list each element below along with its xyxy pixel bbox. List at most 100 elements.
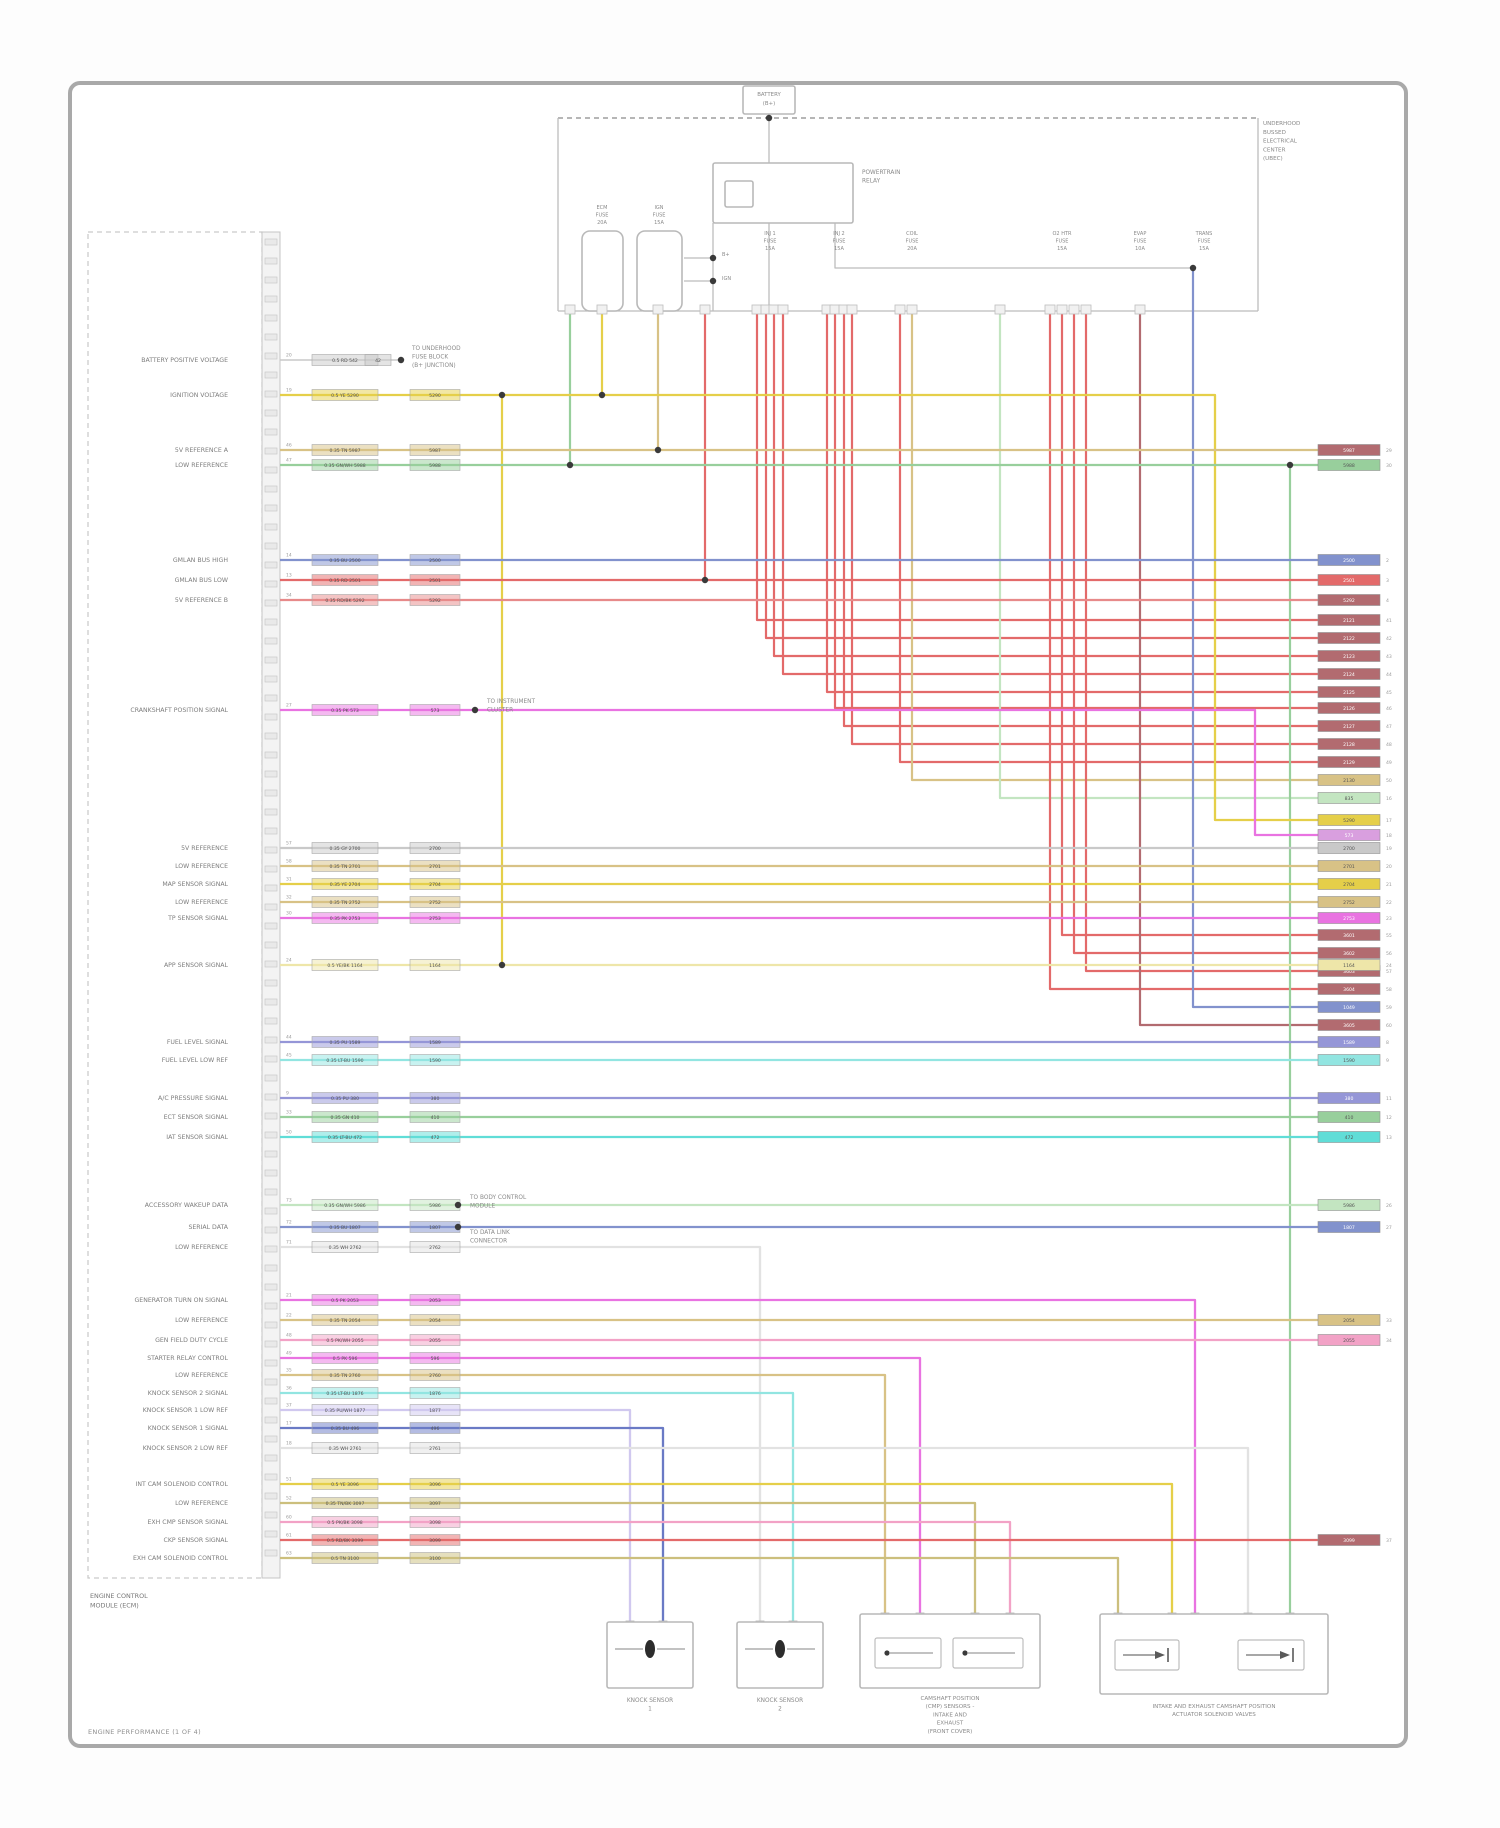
- fuse-inj2-label: 15A: [834, 246, 844, 252]
- fuse-o2-label: FUSE: [1056, 239, 1069, 245]
- wire-code-chip: [409, 1111, 461, 1123]
- wire-code-text: 472: [431, 1135, 440, 1141]
- circuit-label: ACCESSORY WAKEUP DATA: [145, 1202, 229, 1209]
- fuse-output-pin-stub: [906, 304, 918, 315]
- edge-termination-chip: [1317, 1036, 1381, 1048]
- wire-code-chip: [311, 1552, 379, 1564]
- splice-dot: [709, 277, 717, 285]
- splice-dot: [454, 1201, 462, 1209]
- wire-rd: [1072, 311, 1318, 955]
- wire-code-text: 0.35 TN 2054: [329, 1318, 360, 1324]
- ecm-pin-number: 20: [286, 353, 292, 359]
- edge-pin-number: 58: [1386, 987, 1392, 993]
- fuse-inj1-label: 15A: [765, 246, 775, 252]
- ecm-pin-stub: [264, 1321, 278, 1329]
- wire-code-chip: [409, 554, 461, 566]
- fuse-ecm-label: 20A: [597, 220, 607, 226]
- ecm-pin-stub: [264, 1017, 278, 1025]
- edge-chip-code: 5292: [1343, 598, 1355, 604]
- wire-code-chip: [311, 1334, 379, 1346]
- ecm-pin-stub: [264, 1397, 278, 1405]
- edge-pin-number: 12: [1386, 1115, 1392, 1121]
- ecm-pin-stub: [264, 960, 278, 968]
- edge-pin-number: 48: [1386, 742, 1392, 748]
- splice-dot: [701, 576, 709, 584]
- edge-chip-code: 5988: [1343, 463, 1355, 469]
- fuse-block-line: [834, 223, 1193, 269]
- circuit-label: IGNITION VOLTAGE: [170, 392, 228, 399]
- ecm-pin-number: 50: [286, 1130, 292, 1136]
- edge-pin-number: 3: [1386, 578, 1389, 584]
- ecm-pin-stub: [264, 713, 278, 721]
- ecm-pin-stub: [264, 922, 278, 930]
- cam-actuator-box: [1099, 1613, 1329, 1695]
- wire-rd: [1084, 311, 1318, 973]
- wire-code-text: 0.5 YE 5290: [331, 393, 359, 399]
- fuse-output-pin-stub: [846, 304, 858, 315]
- wire-code-chip: [409, 1241, 461, 1253]
- circuit-label: FUEL LEVEL SIGNAL: [167, 1039, 229, 1046]
- wire-code-chip: [311, 860, 379, 872]
- edge-termination-chip: [1317, 792, 1381, 804]
- wire-code-chip: [409, 444, 461, 456]
- ecm-pin-stub: [264, 732, 278, 740]
- wire-m: [1138, 311, 1318, 1027]
- edge-termination-chip: [1317, 594, 1381, 606]
- fuse-trans-label: TRANS: [1195, 231, 1213, 237]
- wire-code-text: 5292: [429, 598, 441, 604]
- edge-chip-code: 2753: [1343, 916, 1355, 922]
- ecm-pin-stub: [264, 1055, 278, 1063]
- circuit-label: LOW REFERENCE: [175, 1244, 228, 1251]
- wire-code-chip: [409, 896, 461, 908]
- wire-code-chip: [311, 1199, 379, 1211]
- wire-code-chip: [409, 574, 461, 586]
- fuse-inj2-label: INJ 2: [833, 231, 844, 237]
- splice-dot: [566, 461, 574, 469]
- ecm-pin-number: 44: [286, 1035, 292, 1041]
- edge-pin-number: 57: [1386, 969, 1392, 975]
- wire-code-chip: [311, 574, 379, 586]
- ecm-pin-stub: [264, 599, 278, 607]
- wire-code-text: 0.35 GN 410: [331, 1115, 360, 1121]
- fuse-output-pin-stub: [652, 304, 664, 315]
- ecm-pin-number: 58: [286, 859, 292, 865]
- wire-code-text: 0.35 WH 2762: [329, 1245, 362, 1251]
- knock-sensor-2-label: KNOCK SENSOR: [757, 1698, 803, 1704]
- ecm-pin-stub: [264, 1378, 278, 1386]
- ecm-pin-number: 37: [286, 1403, 292, 1409]
- edge-chip-code: 1590: [1343, 1058, 1355, 1064]
- ecm-pin-stub: [264, 751, 278, 759]
- circuit-wire: [280, 1520, 1012, 1614]
- fuse-output-pin-stub: [768, 304, 780, 315]
- wire-code-chip: [409, 842, 461, 854]
- edge-termination-chip: [1317, 959, 1381, 971]
- wire-rd: [898, 311, 1318, 764]
- wire-code-text: 2761: [429, 1446, 441, 1452]
- wire-code-chip: [409, 1404, 461, 1416]
- ecm-pin-stub: [264, 1074, 278, 1082]
- edge-termination-chip: [1317, 1131, 1381, 1143]
- circuit-label: APP SENSOR SIGNAL: [164, 962, 229, 969]
- edge-chip-code: 2122: [1343, 636, 1355, 642]
- ecm-pin-number: 33: [286, 1110, 292, 1116]
- wire-code-text: 0.35 PU 380: [331, 1096, 359, 1102]
- wire-code-text: 3096: [429, 1482, 441, 1488]
- edge-chip-code: 2700: [1343, 846, 1355, 852]
- edge-pin-number: 13: [1386, 1135, 1392, 1141]
- fuse-output-pin-stub: [699, 304, 711, 315]
- ecm-pin-stub: [264, 1359, 278, 1367]
- bplus-splice-label: B+: [722, 252, 730, 258]
- ubec-label: CENTER: [1263, 147, 1286, 153]
- edge-termination-chip: [1317, 1001, 1381, 1013]
- edge-pin-number: 11: [1386, 1096, 1392, 1102]
- wire-code-chip: [409, 1054, 461, 1066]
- ecm-pin-stub: [264, 694, 278, 702]
- edge-termination-chip: [1317, 1199, 1381, 1211]
- ecm-pin-number: 49: [286, 1351, 292, 1357]
- edge-chip-code: 2123: [1343, 654, 1355, 660]
- ecm-pin-stub: [264, 675, 278, 683]
- edge-pin-number: 27: [1386, 1225, 1392, 1231]
- wire-code-text: 0.5 PK 596: [333, 1356, 358, 1362]
- ecm-pin-stub: [264, 884, 278, 892]
- splice-dot: [397, 356, 405, 364]
